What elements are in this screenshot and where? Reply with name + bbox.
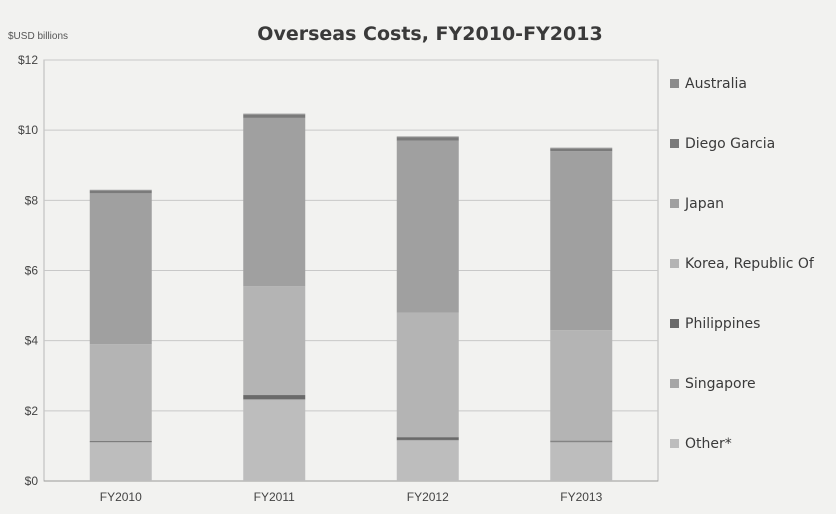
y-tick-label: $2 [25,404,39,418]
bar-segment [89,190,152,194]
legend-entry: Singapore [685,376,756,392]
y-tick-label: $10 [18,123,38,137]
legend-swatch [670,319,679,328]
y-tick-label: $4 [25,334,39,348]
bar-segment [243,286,306,396]
bar-segment [396,440,459,481]
x-category-label: FY2010 [100,490,142,504]
y-tick-label: $12 [18,53,38,67]
bar-segment [396,437,459,440]
bar-segment [550,440,613,442]
legend-swatch [670,199,679,208]
bar-segment [396,136,459,138]
bar-segment [396,439,459,441]
chart-title: Overseas Costs, FY2010-FY2013 [257,23,602,45]
bar-segment [89,441,152,443]
bar-segment [89,344,152,442]
bar-segment [550,330,613,441]
y-tick-label: $8 [25,193,39,207]
bar-segment [89,193,152,345]
bar-segment [243,113,306,115]
bar-segment [396,312,459,438]
legend-swatch [670,79,679,88]
bar-segment [243,117,306,287]
legend-entry: Other* [685,436,732,452]
y-unit-label: $USD billions [8,31,68,42]
bar-segment [243,395,306,400]
bar-segment [396,140,459,313]
legend-entry: Philippines [685,316,760,332]
bar-segment [550,147,613,149]
legend-swatch [670,139,679,148]
bar-segment [89,189,152,191]
bar-segment [550,148,613,152]
y-tick-label: $6 [25,264,39,278]
bar-segment [89,442,152,481]
bar-segment [550,441,613,443]
bar-segment [243,399,306,401]
bar-segment [243,114,306,118]
x-category-label: FY2012 [407,490,449,504]
legend-entry: Japan [684,196,724,212]
legend-entry: Diego Garcia [685,136,775,152]
bar-segment [550,151,613,331]
legend-swatch [670,259,679,268]
x-category-label: FY2011 [254,490,295,504]
bar-segment [89,441,152,442]
bar-segment [550,442,613,481]
y-tick-label: $0 [25,474,39,488]
bar-segment [396,137,459,141]
legend-entry: Korea, Republic Of [685,256,815,272]
bar-segment [243,400,306,481]
x-category-label: FY2013 [560,490,602,504]
legend-swatch [670,439,679,448]
legend-entry: Australia [685,76,747,92]
legend-swatch [670,379,679,388]
